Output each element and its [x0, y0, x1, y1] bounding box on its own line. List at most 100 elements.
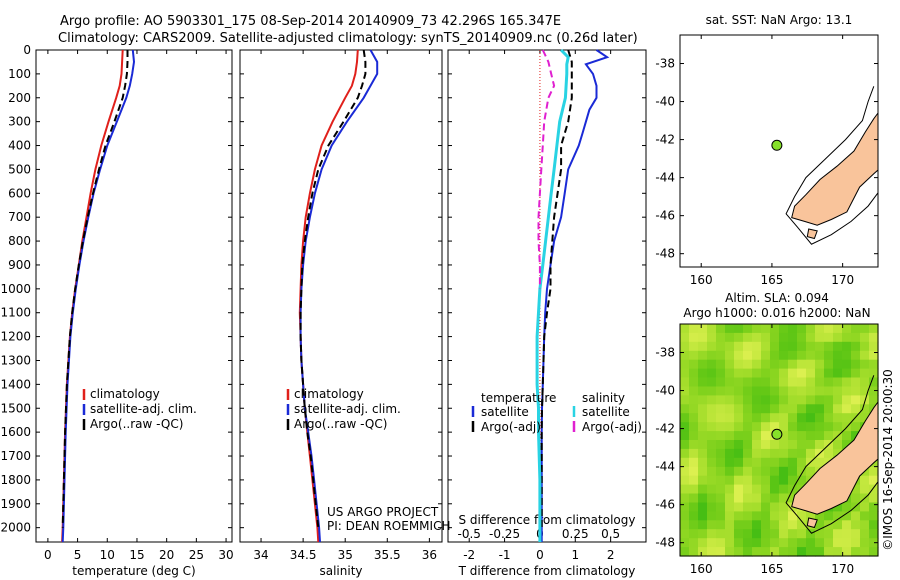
depth-tick-label: 1900: [0, 497, 31, 511]
depth-tick-label: 1400: [0, 377, 31, 391]
sla-cell: [752, 529, 762, 539]
sla-cell: [788, 529, 798, 539]
map-y-tick-label: -40: [655, 95, 675, 109]
sla-cell: [833, 538, 843, 548]
x-tick-label: 0: [44, 548, 52, 562]
sla-cell: [833, 386, 843, 396]
x-tick-label: 0: [536, 548, 544, 562]
sla-cell: [725, 359, 735, 370]
x-tick-label: 10: [100, 548, 115, 562]
sla-cell: [806, 395, 816, 405]
sla-cell: [680, 547, 690, 557]
sla-cell: [734, 377, 744, 387]
sla-cell: [725, 475, 735, 486]
sla-cell: [815, 332, 825, 343]
sla-cell: [707, 440, 717, 450]
sla-cell: [860, 538, 870, 548]
sla-cell: [779, 529, 789, 539]
sla-cell: [752, 457, 762, 468]
sla-cell: [680, 341, 690, 352]
sla-cell: [797, 511, 807, 521]
sla-cell: [869, 493, 879, 503]
sla-cell: [734, 511, 744, 521]
sla-cell: [797, 475, 807, 486]
legend-label-sat: satellite-adj. clim.: [294, 402, 401, 416]
profile-panel-frame-2: [239, 49, 443, 543]
sla-cell: [707, 511, 717, 521]
sla-cell: [689, 538, 699, 548]
sla-cell: [752, 511, 762, 521]
sla-cell: [716, 431, 726, 441]
sla-cell: [779, 466, 789, 477]
sla-cell: [734, 466, 744, 477]
series-sat-line: [61, 49, 136, 543]
sla-cell: [761, 386, 771, 396]
sla-cell: [851, 377, 861, 387]
sla-cell: [806, 466, 816, 477]
sla-cell: [743, 475, 753, 486]
sla-cell: [788, 404, 798, 414]
sla-cell: [743, 440, 753, 450]
sla-cell: [698, 341, 708, 352]
sla-cell: [734, 484, 744, 495]
sla-cell: [824, 547, 834, 557]
sla-cell: [797, 377, 807, 387]
sla-cell: [698, 413, 708, 423]
sla-cell: [752, 413, 762, 423]
sla-cell: [797, 341, 807, 352]
sla-cell: [842, 529, 852, 539]
sla-cell: [680, 484, 690, 495]
sla-cell: [716, 475, 726, 486]
sla-cell: [770, 440, 780, 450]
sla-cell: [743, 332, 753, 343]
sla-cell: [815, 422, 825, 432]
sla-cell: [770, 475, 780, 486]
sla-cell: [680, 350, 690, 361]
sla-cell: [860, 413, 870, 423]
depth-tick-label: 200: [8, 91, 31, 105]
sla-cell: [806, 377, 816, 387]
sla-cell: [815, 457, 825, 468]
sla-cell: [761, 484, 771, 495]
sla-cell: [833, 404, 843, 414]
sla-cell: [806, 386, 816, 396]
sla-cell: [833, 502, 843, 512]
figure-title-line1: Argo profile: AO 5903301_175 08-Sep-2014…: [60, 14, 562, 29]
sla-cell: [680, 377, 690, 387]
map-bottom-layer: [680, 324, 879, 557]
sla-cell: [689, 404, 699, 414]
sla-cell: [689, 332, 699, 343]
sla-cell: [869, 332, 879, 343]
sla-cell: [842, 440, 852, 450]
sla-cell: [680, 324, 690, 334]
sla-cell: [797, 457, 807, 468]
sla-cell: [707, 431, 717, 441]
sla-cell: [734, 440, 744, 450]
sla-cell: [698, 475, 708, 486]
sla-cell: [743, 538, 753, 548]
sla-cell: [860, 359, 870, 370]
sla-cell: [707, 404, 717, 414]
sla-cell: [833, 350, 843, 361]
sla-cell: [752, 368, 762, 379]
sla-cell: [698, 368, 708, 379]
sla-cell: [689, 466, 699, 477]
sla-cell: [725, 341, 735, 352]
sla-cell: [689, 359, 699, 370]
series-argo-line: [61, 50, 129, 528]
sla-cell: [725, 431, 735, 441]
sla-cell: [689, 511, 699, 521]
sla-cell: [797, 404, 807, 414]
sla-cell: [842, 547, 852, 557]
sla-cell: [860, 475, 870, 486]
sla-cell: [797, 448, 807, 459]
sla-cell: [689, 529, 699, 539]
sla-cell: [734, 368, 744, 379]
sla-cell: [761, 350, 771, 361]
sla-cell: [689, 431, 699, 441]
sla-cell: [743, 529, 753, 539]
sla-cell: [797, 359, 807, 370]
x2-tick-label: 0.25: [562, 527, 589, 541]
sla-cell: [716, 341, 726, 352]
sla-cell: [698, 529, 708, 539]
